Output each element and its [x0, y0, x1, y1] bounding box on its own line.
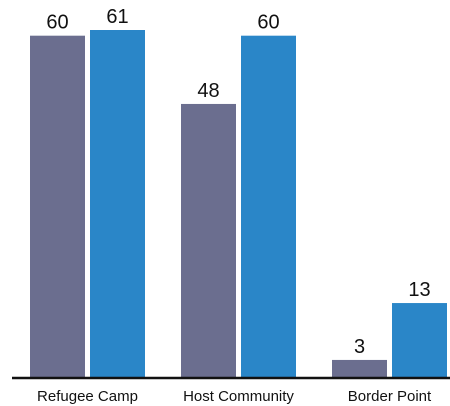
- bar-border-point-series-1: [332, 359, 387, 377]
- bar-refugee-camp-series-2: [90, 30, 145, 377]
- bar-value-label: 13: [408, 279, 430, 301]
- bar-value-label: 61: [106, 6, 128, 28]
- bar-border-point-series-2: [392, 303, 447, 377]
- bar-host-community-series-2: [241, 35, 296, 377]
- category-label: Host Community: [183, 388, 294, 405]
- bar-host-community-series-1: [181, 103, 236, 378]
- category-label: Border Point: [348, 388, 432, 405]
- bar-value-label: 3: [354, 336, 365, 358]
- bar-value-label: 60: [46, 12, 68, 34]
- bar-refugee-camp-series-1: [30, 35, 85, 377]
- bars-layer: [30, 30, 447, 378]
- category-labels-layer: Refugee Camp Host Community Border Point: [37, 388, 432, 405]
- value-labels-layer: 60 61 48 60 3 13: [46, 6, 430, 358]
- bar-value-label: 48: [197, 80, 219, 102]
- bar-value-label: 60: [257, 12, 279, 34]
- category-label: Refugee Camp: [37, 388, 138, 405]
